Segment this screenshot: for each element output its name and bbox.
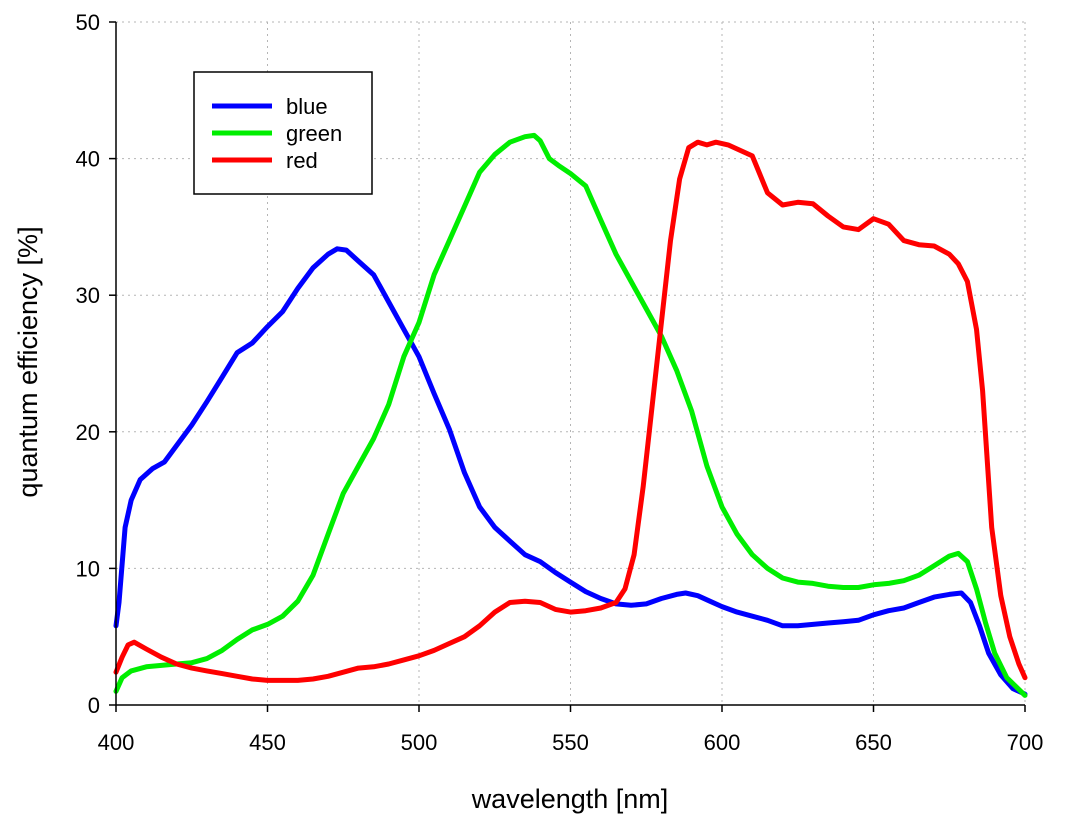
- y-axis-title: quantum efficiency [%]: [13, 226, 43, 497]
- x-tick-label: 700: [1007, 730, 1044, 755]
- legend-label-blue: blue: [286, 94, 328, 119]
- y-tick-label: 30: [76, 283, 100, 308]
- legend-label-green: green: [286, 121, 342, 146]
- series-line-green: [113, 132, 1028, 698]
- x-tick-label: 600: [704, 730, 741, 755]
- x-tick-label: 500: [401, 730, 438, 755]
- x-tick-label: 650: [855, 730, 892, 755]
- series-layer: [113, 132, 1028, 698]
- axes: [109, 21, 1026, 712]
- y-tick-label: 10: [76, 556, 100, 581]
- x-tick-label: 400: [98, 730, 135, 755]
- x-tick-label: 450: [249, 730, 286, 755]
- legend: blue green red: [193, 71, 373, 195]
- x-tick-label: 550: [552, 730, 589, 755]
- series-line-blue: [113, 246, 1028, 697]
- series-line-red: [113, 139, 1028, 683]
- y-tick-label: 50: [76, 10, 100, 35]
- legend-label-red: red: [286, 148, 318, 173]
- x-axis-title: wavelength [nm]: [471, 784, 669, 814]
- y-tick-label: 20: [76, 420, 100, 445]
- y-tick-label: 0: [88, 693, 100, 718]
- x-tick-labels: 400 450 500 550 600 650 700: [98, 730, 1044, 755]
- y-tick-labels: 0 10 20 30 40 50: [76, 10, 100, 718]
- y-tick-label: 40: [76, 147, 100, 172]
